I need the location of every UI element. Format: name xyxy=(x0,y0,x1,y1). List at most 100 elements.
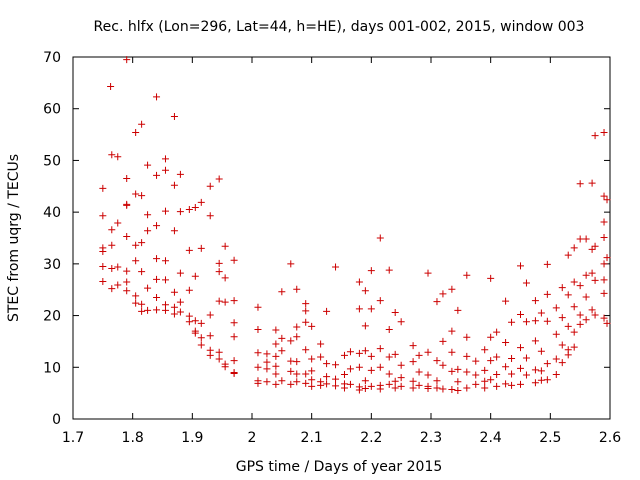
data-point xyxy=(215,297,223,305)
data-point xyxy=(558,314,566,322)
data-point xyxy=(206,311,214,319)
data-point xyxy=(385,380,393,388)
data-point xyxy=(582,293,590,301)
data-point xyxy=(132,292,140,300)
x-tick-label: 1.7 xyxy=(62,430,84,446)
data-point xyxy=(108,226,116,234)
data-point xyxy=(123,201,131,209)
data-point xyxy=(582,271,590,279)
data-point xyxy=(215,268,223,276)
x-tick-label: 2.3 xyxy=(420,430,442,446)
data-point xyxy=(230,333,238,341)
data-point xyxy=(317,340,325,348)
data-point xyxy=(439,290,447,298)
data-point xyxy=(302,300,310,308)
data-point xyxy=(454,387,462,395)
data-point xyxy=(215,355,223,363)
data-point xyxy=(308,367,316,375)
y-tick-label: 50 xyxy=(43,153,61,169)
data-point xyxy=(263,365,271,373)
data-point xyxy=(397,361,405,369)
data-point xyxy=(340,351,348,359)
data-point xyxy=(367,382,375,390)
x-tick-label: 1.9 xyxy=(181,430,203,446)
data-point xyxy=(230,357,238,365)
data-point xyxy=(543,290,551,298)
data-point xyxy=(355,363,363,371)
x-tick-label: 2.4 xyxy=(480,430,502,446)
data-point xyxy=(591,276,599,284)
data-points xyxy=(99,56,611,395)
data-point xyxy=(454,378,462,386)
data-point xyxy=(603,254,611,262)
data-point xyxy=(543,260,551,268)
data-point xyxy=(332,263,340,271)
data-point xyxy=(537,309,545,317)
data-point xyxy=(439,337,447,345)
data-point xyxy=(170,227,178,235)
data-point xyxy=(323,373,331,381)
data-point xyxy=(340,384,348,392)
data-point xyxy=(287,337,295,345)
x-axis: 1.7 1.8 1.9 2 2.1 2.2 2.3 2.4 2.5 2.6 xyxy=(62,57,621,446)
data-point xyxy=(287,380,295,388)
data-point xyxy=(278,377,286,385)
data-point xyxy=(391,350,399,358)
data-point xyxy=(472,371,480,379)
data-point xyxy=(493,353,501,361)
data-point xyxy=(138,300,146,308)
data-point xyxy=(472,357,480,365)
data-point xyxy=(215,259,223,267)
data-point xyxy=(537,376,545,384)
data-point xyxy=(600,192,608,200)
data-point xyxy=(376,345,384,353)
data-point xyxy=(517,311,524,319)
data-point xyxy=(176,208,184,216)
data-point xyxy=(287,260,295,268)
data-point xyxy=(293,285,301,293)
data-point xyxy=(254,326,262,334)
data-point xyxy=(448,348,456,356)
data-point xyxy=(153,293,161,301)
data-point xyxy=(415,368,423,376)
data-point xyxy=(272,340,280,348)
data-point xyxy=(346,365,354,373)
data-point xyxy=(323,380,331,388)
data-point xyxy=(272,370,280,378)
plot-frame xyxy=(72,56,611,420)
data-point xyxy=(108,241,116,249)
data-point xyxy=(487,376,495,384)
data-point xyxy=(391,308,399,316)
data-point xyxy=(278,288,286,296)
data-point xyxy=(385,326,393,334)
data-point xyxy=(463,352,471,360)
data-point xyxy=(433,377,441,385)
data-point xyxy=(522,354,530,362)
data-point xyxy=(522,371,530,379)
data-point xyxy=(293,323,301,331)
data-point xyxy=(332,361,340,369)
data-point xyxy=(185,318,193,326)
data-point xyxy=(600,314,608,322)
chart-title: Rec. hlfx (Lon=296, Lat=44, h=HE), days … xyxy=(94,19,585,35)
data-point xyxy=(588,306,596,314)
data-point xyxy=(123,278,131,286)
data-point xyxy=(508,318,516,326)
data-point xyxy=(564,351,572,359)
data-point xyxy=(144,161,152,169)
data-point xyxy=(132,190,140,198)
data-point xyxy=(493,328,501,336)
data-point xyxy=(576,311,584,319)
data-point xyxy=(493,371,501,379)
data-point xyxy=(367,366,375,374)
data-point xyxy=(397,318,405,326)
data-point xyxy=(481,384,489,392)
data-point xyxy=(415,381,423,389)
data-point xyxy=(487,274,495,282)
data-point xyxy=(263,350,271,358)
x-tick-label: 1.8 xyxy=(122,430,144,446)
data-point xyxy=(558,284,566,292)
data-point xyxy=(132,241,140,249)
data-point xyxy=(197,319,205,327)
data-point xyxy=(153,275,161,283)
